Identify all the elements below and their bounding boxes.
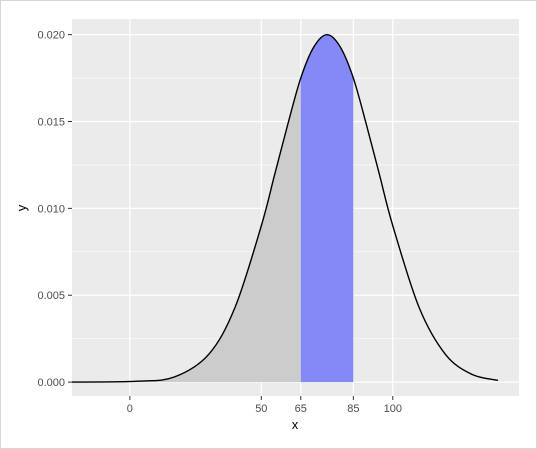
y-axis-title: y	[14, 204, 29, 211]
x-axis-ticks: 0 50 65 85 100	[127, 396, 402, 415]
x-tick-label: 0	[127, 403, 133, 415]
y-tick-label: 0.000	[37, 377, 65, 389]
x-tick-label: 65	[295, 403, 307, 415]
y-axis-ticks: 0.000 0.005 0.010 0.015 0.020	[37, 30, 72, 389]
x-axis-title: x	[292, 417, 299, 432]
shaded-area-highlight	[300, 34, 354, 383]
y-tick-label: 0.020	[37, 30, 65, 42]
y-tick-label: 0.005	[37, 290, 65, 302]
shaded-area-left	[72, 78, 301, 383]
y-tick-label: 0.010	[37, 203, 65, 215]
x-tick-label: 100	[384, 403, 402, 415]
density-curve	[71, 33, 499, 383]
y-tick-label: 0.015	[37, 117, 65, 129]
x-tick-label: 85	[347, 403, 359, 415]
x-tick-label: 50	[255, 403, 267, 415]
